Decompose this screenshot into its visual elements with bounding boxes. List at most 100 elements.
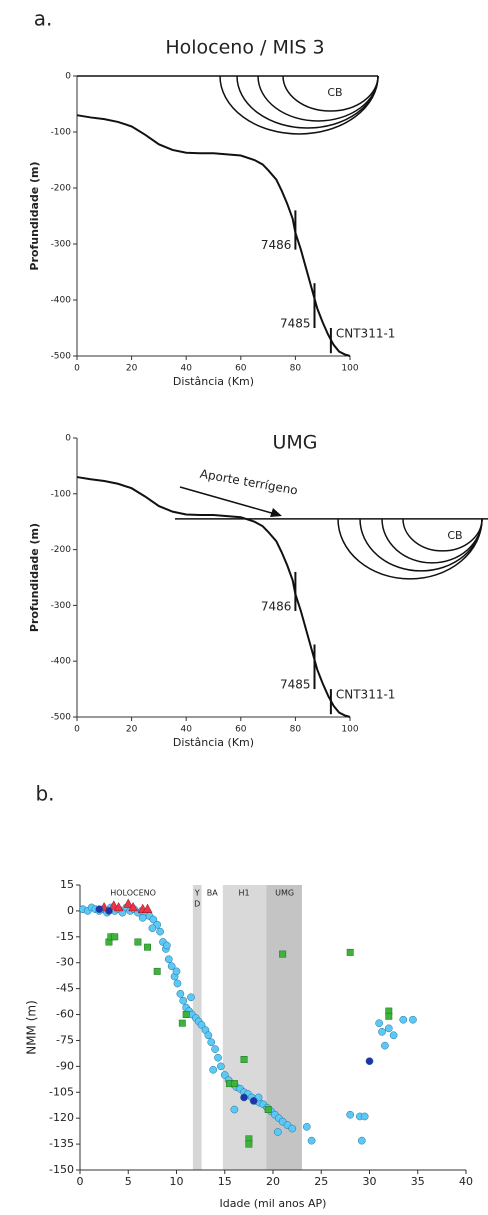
y-axis-label: Profundidade (m) <box>28 523 41 632</box>
y-tick-label: -500 <box>51 713 72 723</box>
core-label: 7485 <box>280 317 311 331</box>
y-tick-label: 15 <box>60 878 74 891</box>
band <box>222 885 267 1170</box>
chart-title: Holoceno / MIS 3 <box>165 37 324 59</box>
circle-point <box>302 1122 311 1131</box>
y-tick-label: -200 <box>51 184 72 194</box>
circle-point <box>176 989 185 998</box>
circle-point <box>273 1128 282 1136</box>
core-label: 7485 <box>280 678 311 692</box>
square-point <box>240 1056 248 1063</box>
panel-label: b. <box>35 782 54 806</box>
circle-point <box>173 979 182 988</box>
circle-point <box>360 1112 369 1121</box>
circle-point <box>179 996 188 1005</box>
basin-label: CB <box>447 529 462 542</box>
band <box>266 885 302 1170</box>
core-label: CNT311-1 <box>336 327 396 341</box>
circle-point <box>138 913 147 922</box>
x-tick-label: 60 <box>235 364 247 374</box>
y-tick-label: -120 <box>49 1111 74 1124</box>
basin-arc <box>402 518 483 552</box>
x-tick-label: 35 <box>411 1175 425 1188</box>
core-label: 7486 <box>261 238 292 252</box>
circle-point <box>172 967 181 976</box>
square-point <box>134 938 142 946</box>
period-label: HOLOCENO <box>110 889 156 898</box>
x-tick-label: 20 <box>266 1175 280 1188</box>
square-point <box>385 1012 393 1020</box>
circle-point <box>307 1136 316 1145</box>
circle-point <box>399 1015 408 1024</box>
square-point <box>230 1080 238 1088</box>
y-tick-label: -15 <box>56 930 74 943</box>
square-point <box>264 1106 272 1113</box>
circle-point <box>384 1024 393 1033</box>
circle-point <box>156 927 164 936</box>
y-tick-label: -100 <box>51 489 72 499</box>
circle-point <box>409 1015 417 1024</box>
period-label: Y <box>194 889 200 898</box>
triangle-point <box>142 903 153 913</box>
x-tick-label: 40 <box>180 725 192 735</box>
y-axis-label: Profundidade (m) <box>28 161 41 270</box>
circle-point <box>357 1136 366 1145</box>
square-point <box>279 950 287 958</box>
y-tick-label: -500 <box>51 352 72 362</box>
x-tick-label: 100 <box>341 364 358 374</box>
circle-point <box>217 1062 225 1071</box>
y-tick-label: -150 <box>49 1163 74 1176</box>
x-axis-label: Distância (Km) <box>173 736 254 749</box>
profile-line <box>76 114 351 357</box>
basin-arc <box>359 518 483 572</box>
circle-point <box>240 1093 248 1102</box>
y-tick-label: -45 <box>56 982 74 995</box>
square-point <box>178 1019 186 1027</box>
circle-point <box>346 1110 355 1119</box>
basin-arc <box>219 75 379 135</box>
x-tick-label: 80 <box>290 364 302 374</box>
y-tick-label: -100 <box>51 128 72 138</box>
period-label: UMG <box>275 889 294 898</box>
x-tick-label: 5 <box>125 1175 132 1188</box>
square-point <box>182 1011 190 1018</box>
circle-point <box>230 1105 239 1114</box>
chart-title: UMG <box>272 432 317 454</box>
circle-point <box>197 1021 206 1029</box>
circle-point <box>381 1041 389 1050</box>
circle-point <box>187 993 195 1002</box>
x-tick-label: 15 <box>218 1175 232 1188</box>
x-tick-label: 80 <box>290 725 302 735</box>
basin-label: CB <box>327 86 342 99</box>
circle-point <box>211 1045 219 1053</box>
y-tick-label: -90 <box>56 1059 74 1072</box>
y-tick-label: -60 <box>56 1008 74 1021</box>
profile-line <box>76 476 351 718</box>
circle-point <box>105 907 113 915</box>
annotation: Aporte terrígeno <box>199 467 299 498</box>
circle-point <box>148 924 157 933</box>
x-axis-label: Distância (Km) <box>173 375 254 388</box>
y-tick-label: 0 <box>67 904 74 917</box>
core-label: CNT311-1 <box>336 688 396 702</box>
circle-point <box>207 1038 216 1047</box>
x-tick-label: 0 <box>74 725 80 735</box>
basin-arc <box>381 518 483 564</box>
circle-point <box>163 941 171 950</box>
basin-arc <box>257 75 379 122</box>
square-point <box>346 948 354 956</box>
circle-point <box>249 1097 258 1105</box>
y-tick-label: -200 <box>51 545 72 555</box>
triangle-point <box>128 901 138 912</box>
panel-label: a. <box>34 7 53 31</box>
circle-point <box>204 1031 213 1040</box>
x-tick-label: 40 <box>459 1175 473 1188</box>
x-tick-label: 0 <box>77 1175 84 1188</box>
period-label: H1 <box>238 889 249 898</box>
y-tick-label: -400 <box>51 657 72 667</box>
y-tick-label: -105 <box>49 1085 74 1098</box>
y-tick-label: -135 <box>49 1137 74 1150</box>
x-tick-label: 30 <box>363 1175 377 1188</box>
period-label: BA <box>207 889 218 898</box>
